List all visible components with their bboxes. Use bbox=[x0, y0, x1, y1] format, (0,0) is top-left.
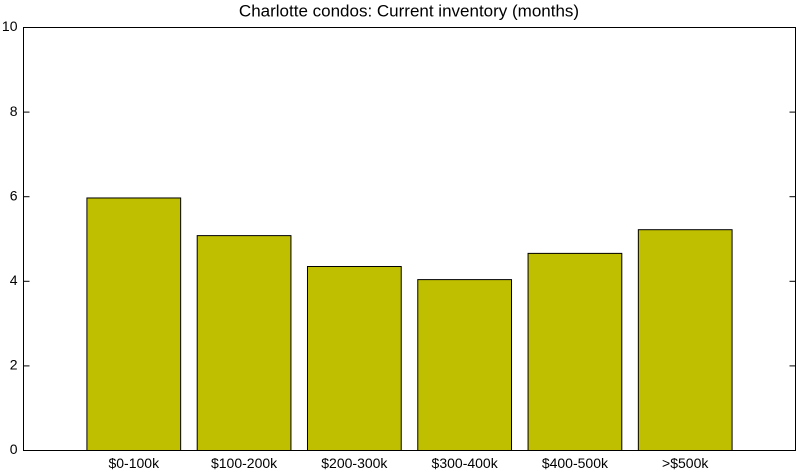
x-tick-label: $400-500k bbox=[542, 455, 609, 471]
x-tick-label: $100-200k bbox=[211, 455, 278, 471]
y-tick-label: 4 bbox=[10, 272, 18, 288]
y-tick-label: 6 bbox=[10, 187, 18, 203]
y-tick-label: 2 bbox=[10, 357, 18, 373]
y-tick-label: 0 bbox=[10, 441, 18, 457]
plot-frame bbox=[23, 27, 796, 451]
bar bbox=[306, 265, 402, 451]
bar bbox=[637, 229, 733, 451]
x-tick-label: $200-300k bbox=[321, 455, 388, 471]
x-tick-label: $300-400k bbox=[432, 455, 499, 471]
bar bbox=[417, 279, 513, 451]
bar bbox=[86, 197, 182, 451]
y-tick-label: 8 bbox=[10, 103, 18, 119]
chart-title: Charlotte condos: Current inventory (mon… bbox=[239, 1, 579, 20]
x-tick-label: >$500k bbox=[662, 455, 709, 471]
y-tick-label: 10 bbox=[2, 18, 18, 34]
bar bbox=[196, 235, 292, 451]
bar bbox=[527, 252, 623, 451]
x-tick-label: $0-100k bbox=[108, 455, 160, 471]
